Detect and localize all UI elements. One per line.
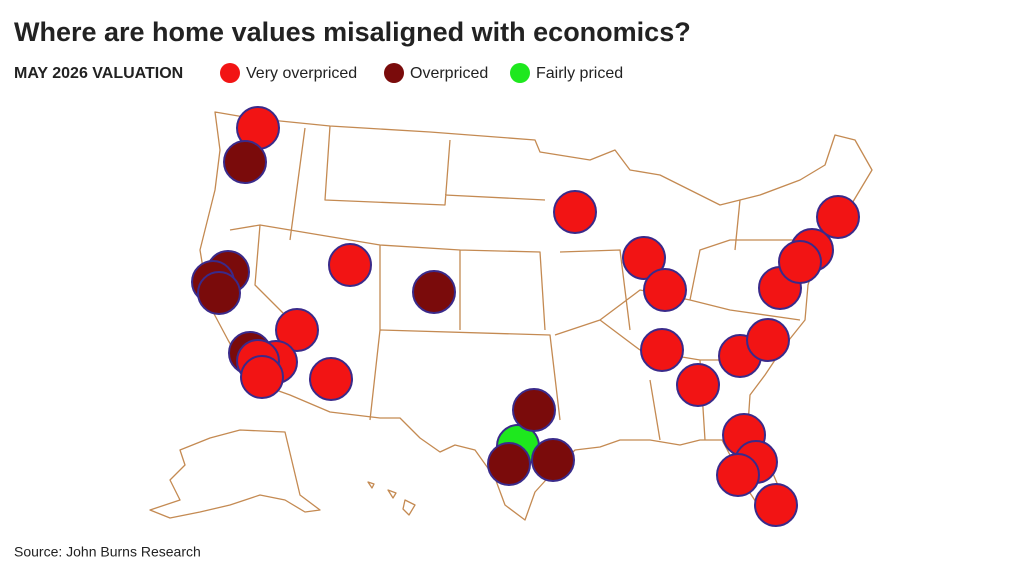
metro-marker [716,453,760,497]
metro-marker [816,195,860,239]
metro-marker [778,240,822,284]
metro-marker [746,318,790,362]
legend-swatch [220,63,240,83]
metro-marker [676,363,720,407]
metro-marker [622,236,666,280]
metro-marker [223,140,267,184]
metro-marker [640,328,684,372]
source: Source: John Burns Research [14,544,201,560]
alaska [149,429,321,519]
metro-marker [328,243,372,287]
metro-marker [754,483,798,527]
metro-marker [197,271,241,315]
metro-marker [553,190,597,234]
legend-swatch [510,63,530,83]
legend-label: Fairly priced [536,65,623,82]
hawaii [367,481,416,516]
metro-marker [531,438,575,482]
metro-marker [240,355,284,399]
subtitle: MAY 2026 VALUATION [14,65,183,82]
markers [191,106,860,527]
legend-label: Overpriced [410,65,488,82]
legend-label: Very overpriced [246,65,357,82]
metro-marker [309,357,353,401]
metro-marker [275,308,319,352]
legend-swatch [384,63,404,83]
metro-marker [512,388,556,432]
metro-marker [643,268,687,312]
title: Where are home values misaligned with ec… [14,17,691,47]
metro-marker [412,270,456,314]
metro-marker [487,442,531,486]
state-lines [229,125,801,441]
